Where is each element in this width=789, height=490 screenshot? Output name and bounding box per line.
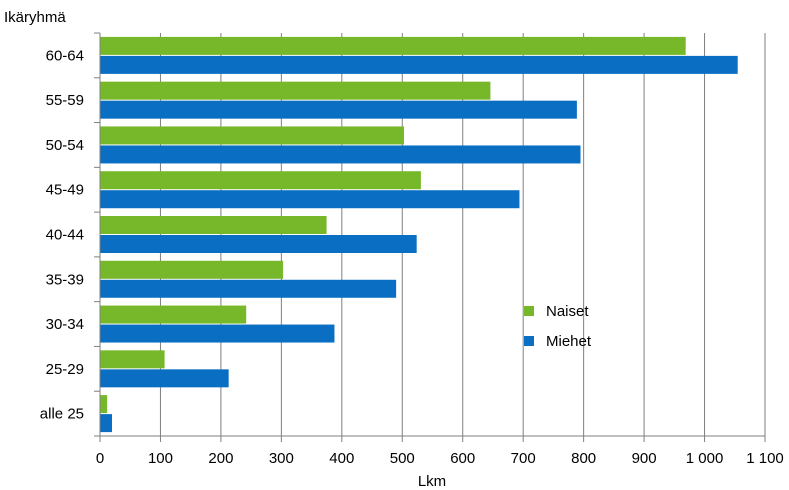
x-tick-label: 700: [511, 450, 536, 467]
x-tick-label: 1 100: [746, 450, 784, 467]
y-tick-label: 45-49: [46, 182, 84, 199]
bar-miehet-30-34: [100, 324, 335, 343]
legend: Naiset Miehet: [524, 303, 592, 350]
y-tick-label: alle 25: [40, 406, 84, 423]
x-tick-label: 500: [390, 450, 415, 467]
bar-miehet-35-39: [100, 279, 397, 298]
bar-miehet-45-49: [100, 190, 520, 209]
bar-naiset-35-39: [100, 260, 284, 279]
bar-naiset-40-44: [100, 216, 327, 234]
y-tick-label: 55-59: [46, 92, 84, 109]
bar-naiset-50-54: [100, 126, 404, 145]
bar-naiset-45-49: [100, 171, 421, 190]
y-tick-label: 50-54: [46, 137, 84, 154]
x-tick-label: 400: [329, 450, 354, 467]
legend-label-miehet: Miehet: [546, 333, 592, 350]
bar-miehet-55-59: [100, 100, 577, 119]
bars: [100, 36, 738, 433]
y-tick-label: 35-39: [46, 271, 84, 288]
bar-miehet-25-29: [100, 369, 229, 388]
y-tick-label: 60-64: [46, 47, 84, 64]
y-axis-title: Ikäryhmä: [4, 9, 66, 26]
bar-miehet-40-44: [100, 235, 417, 253]
x-tick-label: 200: [208, 450, 233, 467]
y-tick-label: 25-29: [46, 361, 84, 378]
bar-naiset-25-29: [100, 350, 165, 369]
x-tick-label: 100: [148, 450, 173, 467]
y-tick-labels: 60-64 55-59 50-54 45-49 40-44 35-39 30-34 25-29…: [40, 47, 84, 422]
bar-naiset-60-64: [100, 36, 686, 55]
bar-naiset-30-34: [100, 305, 247, 324]
x-tick-label: 300: [269, 450, 294, 467]
bar-miehet-60-64: [100, 55, 738, 74]
bar-naiset-55-59: [100, 81, 491, 100]
x-tick-label: 900: [632, 450, 657, 467]
x-tick-label: 800: [571, 450, 596, 467]
x-tick-label: 600: [450, 450, 475, 467]
x-tick-label: 0: [96, 450, 104, 467]
grid-lines: [159, 33, 766, 436]
legend-swatch-naiset: [524, 306, 534, 316]
x-tick-label: 1 000: [686, 450, 724, 467]
legend-label-naiset: Naiset: [546, 303, 589, 320]
x-tick-labels: 0 100 200 300 400 500 600 700 800 900 1 000 1 100: [96, 450, 784, 467]
axes: [94, 32, 766, 442]
bar-miehet-50-54: [100, 145, 581, 164]
x-axis-title: Lkm: [418, 473, 446, 490]
y-tick-label: 30-34: [46, 316, 84, 333]
bar-naiset-alle-25: [100, 395, 108, 414]
bar-miehet-alle-25: [100, 414, 112, 433]
y-tick-label: 40-44: [46, 227, 84, 244]
legend-swatch-miehet: [524, 336, 534, 346]
